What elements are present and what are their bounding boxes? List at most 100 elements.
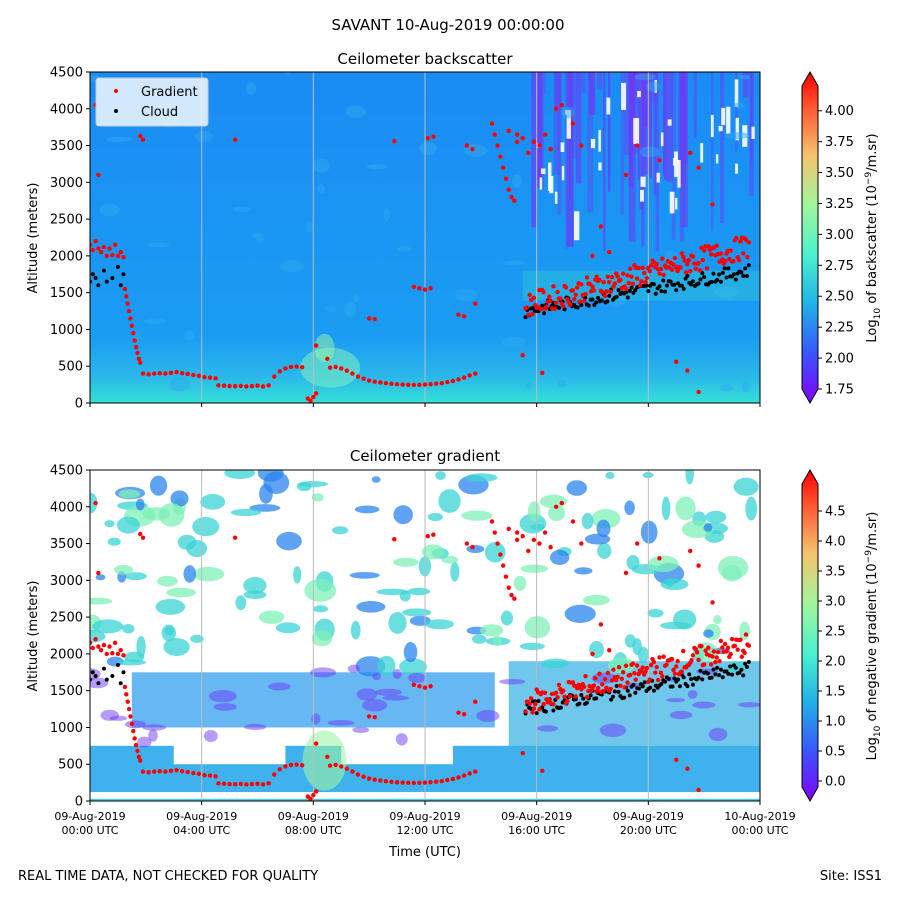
gradient-point: [657, 158, 662, 163]
gradient-point: [609, 678, 615, 683]
cloud-point: [657, 284, 662, 289]
gradient-patch: [548, 505, 566, 522]
cloud-point: [644, 283, 649, 288]
gradient-point: [696, 389, 701, 395]
gradient-patch: [476, 709, 500, 722]
low-backscatter-streak: [742, 72, 749, 98]
gradient-point: [118, 648, 123, 653]
cloud-point: [715, 665, 720, 670]
gradient-point: [661, 272, 666, 278]
cloud-point: [633, 288, 638, 293]
cloud-point: [542, 311, 547, 316]
gradient-point: [110, 650, 115, 656]
gradient-point: [366, 776, 372, 781]
gradient-point: [746, 643, 752, 648]
gradient-patch: [648, 555, 679, 573]
gradient-point: [122, 684, 128, 690]
gradient-point: [542, 530, 548, 535]
gradient-point: [90, 645, 95, 651]
gradient-point: [98, 250, 104, 255]
cloud-point: [685, 684, 690, 689]
gradient-point: [509, 592, 514, 598]
gradient-point: [464, 143, 470, 148]
clear-pocket: [173, 742, 286, 765]
gradient-point: [355, 374, 361, 379]
y-tick-label: 2500: [50, 611, 83, 626]
cloud-point: [536, 698, 541, 703]
colorbar-tick-label: 3.50: [825, 166, 854, 181]
gradient-point: [714, 243, 719, 248]
cloud-point: [689, 282, 694, 287]
gradient-point: [693, 266, 698, 272]
panel-title: Ceilometer backscatter: [337, 50, 513, 68]
gradient-patch: [564, 604, 596, 623]
gradient-point: [146, 372, 151, 377]
texture-blob: [733, 102, 744, 109]
gradient-point: [746, 240, 752, 245]
gradient-patch: [208, 689, 237, 703]
gradient-point: [718, 638, 724, 644]
gradient-patch: [92, 619, 124, 634]
gradient-point: [179, 769, 185, 774]
gradient-patch: [524, 616, 550, 639]
gradient-point: [514, 139, 520, 145]
cloud-point: [110, 275, 115, 280]
legend-cloud-label: Cloud: [141, 105, 178, 120]
low-backscatter-streak: [565, 72, 570, 75]
cloud-point: [577, 701, 582, 706]
gradient-point: [152, 769, 157, 774]
gradient-point: [93, 500, 98, 506]
gradient-point: [579, 541, 584, 546]
gradient-point: [538, 306, 544, 312]
gradient-point: [473, 301, 478, 306]
gradient-point: [701, 248, 707, 253]
cloud-point: [663, 679, 668, 684]
gradient-point: [417, 382, 422, 387]
gradient-point: [126, 308, 132, 314]
cloud-point: [718, 667, 723, 672]
gradient-point: [96, 570, 101, 576]
gradient-point: [701, 662, 707, 667]
masked-gap: [598, 162, 602, 171]
low-backscatter-streak: [597, 72, 603, 89]
gradient-patch: [311, 630, 333, 647]
cloud-point: [691, 682, 695, 687]
gradient-patch: [435, 471, 446, 480]
colorbar-label-prefix: Log: [865, 319, 880, 342]
colorbar-label-sup: −9: [864, 172, 874, 186]
gradient-point: [277, 369, 283, 374]
gradient-patch: [310, 667, 336, 678]
cloud-markers: [90, 659, 751, 716]
gradient-point: [93, 636, 98, 642]
gradient-patch: [149, 475, 168, 496]
gradient-point: [255, 383, 260, 388]
gradient-point: [590, 284, 595, 289]
gradient-point: [547, 294, 552, 299]
gradient-point: [244, 782, 249, 787]
texture-blob: [634, 73, 656, 81]
gradient-point: [605, 670, 611, 676]
gradient-patch: [200, 494, 226, 510]
gradient-point: [461, 773, 467, 778]
gradient-point: [138, 758, 143, 763]
aerosol-plume: [302, 730, 347, 791]
texture-blob: [714, 286, 738, 299]
gradient-panel: Ceilometer gradient 0 500 1000 1500 2000 2500…: [26, 447, 883, 860]
gradient-point: [191, 372, 196, 378]
gradient-point: [350, 769, 355, 774]
masked-gap: [669, 191, 675, 214]
cloud-point: [720, 675, 725, 680]
gradient-patch: [311, 713, 321, 725]
gradient-point: [131, 728, 136, 734]
gradient-point: [738, 637, 743, 642]
gradient-point: [623, 286, 629, 292]
cloud-point: [624, 290, 628, 295]
texture-blob: [317, 184, 326, 194]
gradient-patch: [235, 595, 247, 611]
gradient-point: [514, 132, 520, 137]
cloud-point: [121, 670, 126, 675]
gradient-point: [583, 674, 588, 679]
gradient-point: [548, 298, 553, 303]
gradient-point: [697, 268, 703, 273]
gradient-point: [406, 780, 411, 785]
